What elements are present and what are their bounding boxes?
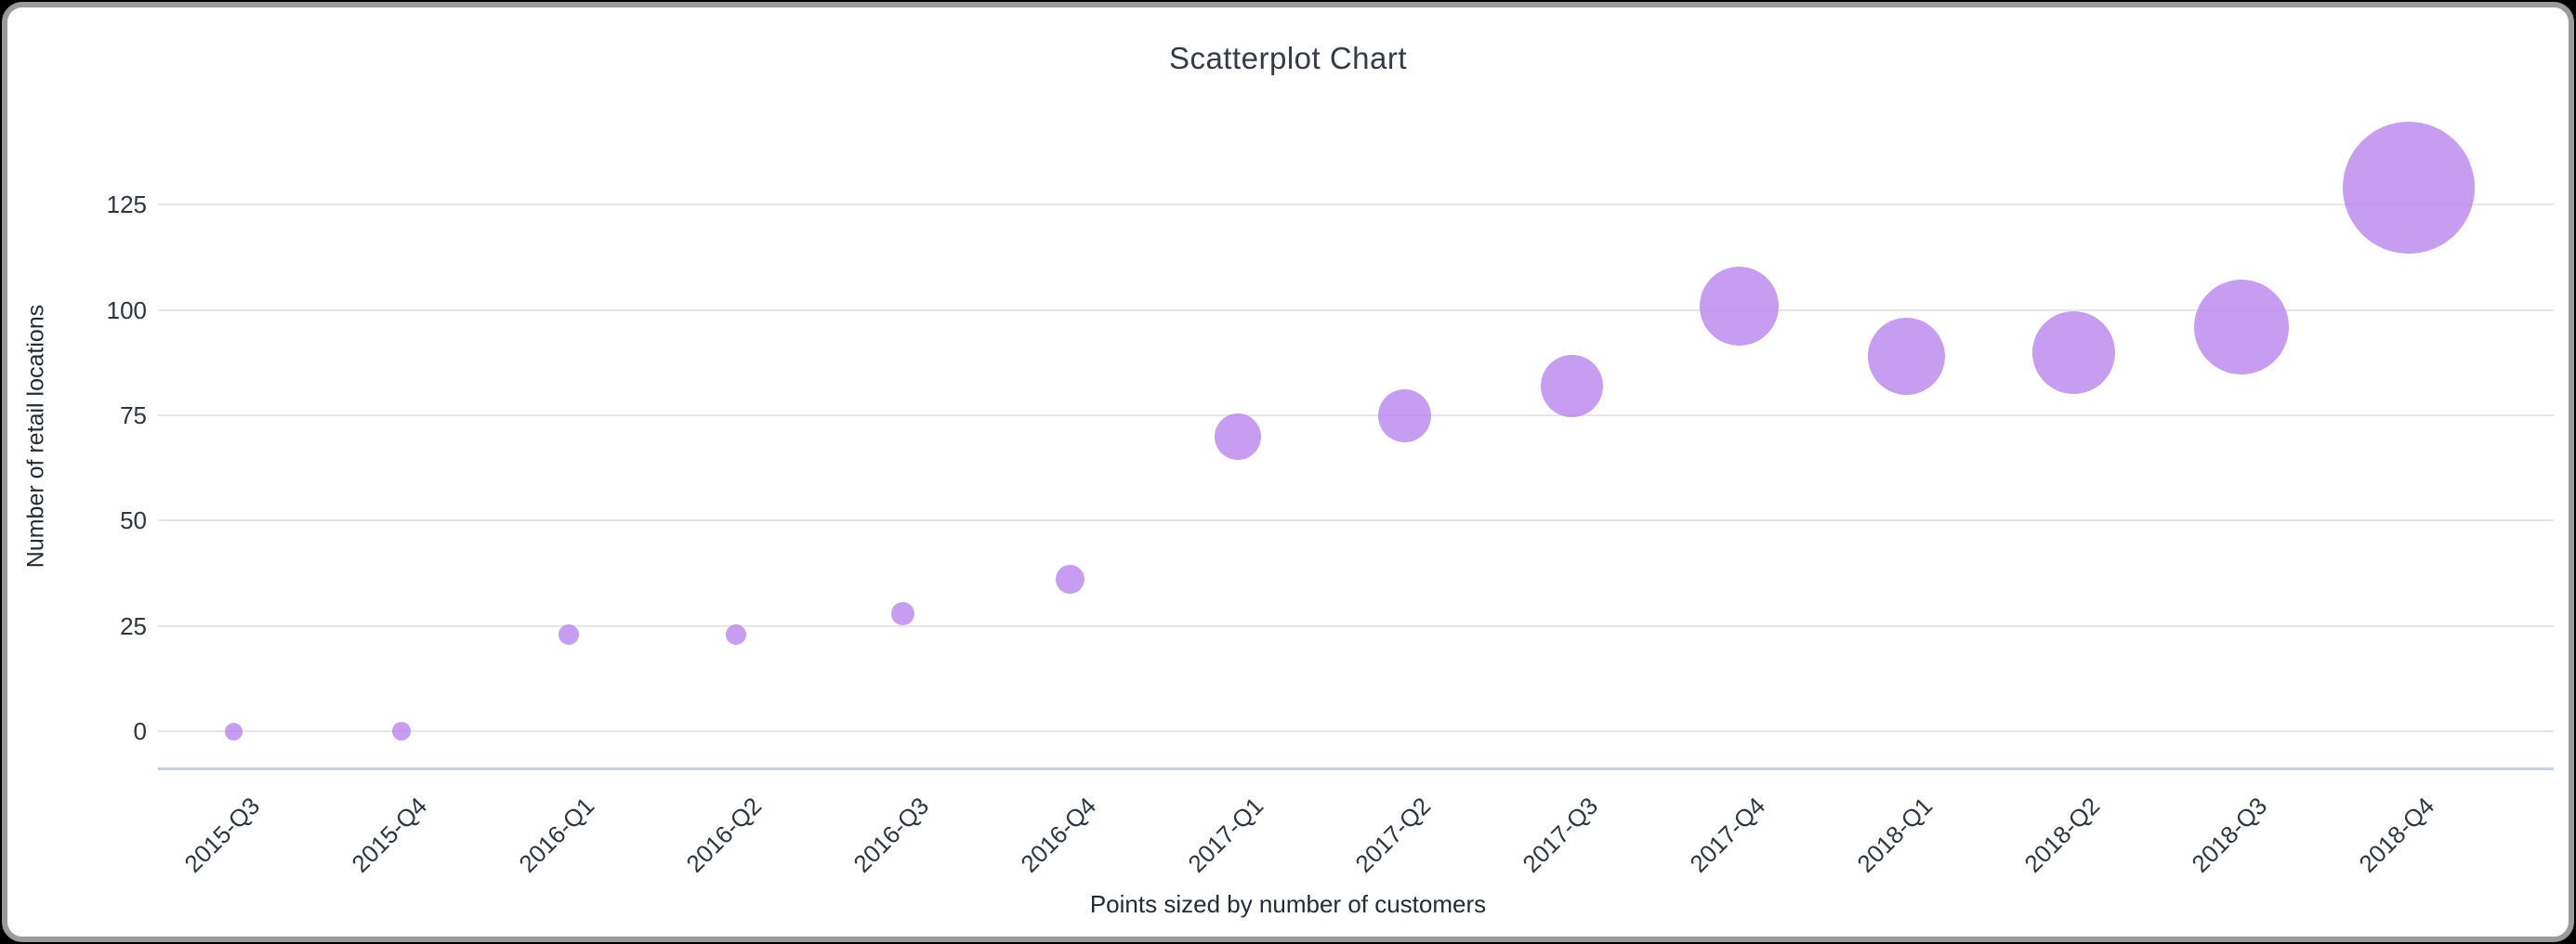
- chart-title: Scatterplot Chart: [1168, 41, 1408, 75]
- x-axis-baseline: [158, 767, 2554, 770]
- data-point-bubble[interactable]: [2193, 279, 2289, 374]
- data-point-bubble[interactable]: [891, 601, 914, 625]
- data-point-bubble[interactable]: [558, 623, 579, 645]
- data-point-bubble[interactable]: [725, 623, 746, 645]
- gridline: [158, 519, 2554, 522]
- y-tick-label: 0: [133, 717, 147, 745]
- data-point-bubble[interactable]: [391, 722, 411, 741]
- gridline: [158, 624, 2554, 627]
- data-point-bubble[interactable]: [2032, 310, 2115, 394]
- data-point-bubble[interactable]: [1868, 318, 1945, 396]
- data-point-bubble[interactable]: [1056, 565, 1084, 595]
- data-point-bubble[interactable]: [1214, 413, 1261, 460]
- gridline: [158, 730, 2554, 732]
- y-axis-title: Number of retail locations: [22, 304, 49, 569]
- gridline: [158, 414, 2554, 417]
- y-tick-label: 75: [120, 401, 147, 430]
- gridline: [158, 203, 2554, 206]
- gridline: [158, 308, 2554, 311]
- y-tick-label: 25: [120, 611, 147, 640]
- y-tick-label: 100: [106, 295, 147, 324]
- data-point-bubble[interactable]: [1378, 388, 1431, 442]
- data-point-bubble[interactable]: [2342, 122, 2475, 255]
- data-point-bubble[interactable]: [1541, 354, 1603, 417]
- data-point-bubble[interactable]: [225, 722, 243, 741]
- data-point-bubble[interactable]: [1700, 266, 1779, 346]
- y-tick-label: 50: [120, 506, 147, 535]
- y-tick-label: 125: [106, 190, 147, 219]
- x-axis-title: Points sized by number of customers: [1089, 890, 1487, 918]
